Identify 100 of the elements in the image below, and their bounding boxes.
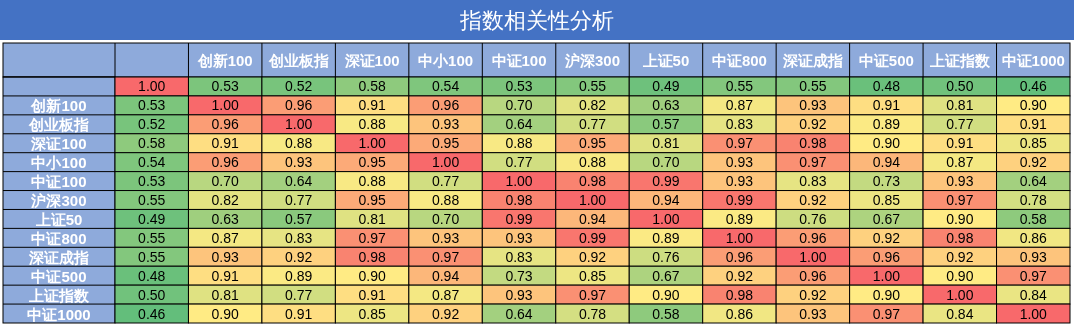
x-tick-label: 沪深300 xyxy=(563,52,621,69)
data-label: 0.90 xyxy=(872,135,901,152)
data-label: 0.77 xyxy=(505,154,533,171)
x-tick-label: 上证指数 xyxy=(928,52,991,69)
y-tick-label: 中证500 xyxy=(31,267,87,285)
data-label: 0.91 xyxy=(1019,116,1048,133)
data-label: 0.99 xyxy=(578,229,607,246)
data-label: 0.92 xyxy=(946,248,974,265)
data-label: 0.89 xyxy=(725,210,754,227)
data-label: 0.86 xyxy=(1019,229,1048,246)
data-label: 0.92 xyxy=(1019,154,1048,171)
data-label: 1.00 xyxy=(211,97,240,114)
y-tick-label: 创业板指 xyxy=(28,116,89,134)
data-label: 0.91 xyxy=(211,267,240,284)
data-label: 0.97 xyxy=(1019,267,1048,284)
data-label: 1.00 xyxy=(652,210,680,227)
data-label: 0.96 xyxy=(211,116,240,133)
data-label: 0.95 xyxy=(358,154,386,171)
data-label: 0.84 xyxy=(946,305,974,322)
data-label: 1.00 xyxy=(725,229,754,246)
x-tick-label: 深证成指 xyxy=(781,52,843,69)
data-label: 0.58 xyxy=(358,78,386,95)
data-label: 0.97 xyxy=(431,248,460,265)
x-tick-label: 创新100 xyxy=(196,52,253,69)
data-label: 0.82 xyxy=(578,97,607,114)
x-tick-label: 创业板指 xyxy=(267,52,329,69)
data-label: 0.93 xyxy=(946,173,974,190)
data-label: 0.98 xyxy=(725,286,754,303)
data-label: 0.83 xyxy=(505,248,533,265)
data-label: 0.90 xyxy=(872,286,901,303)
data-label: 0.99 xyxy=(505,210,533,227)
data-label: 0.64 xyxy=(505,305,533,322)
data-label: 0.76 xyxy=(652,248,680,265)
y-tick-label: 创新100 xyxy=(30,97,87,115)
y-tick-label: 中证100 xyxy=(31,173,87,191)
y-tick-label: 沪深300 xyxy=(30,192,87,209)
data-label: 0.73 xyxy=(872,173,901,190)
data-label: 0.92 xyxy=(431,305,460,322)
data-label: 0.52 xyxy=(285,78,313,95)
y-tick-label: 中证1000 xyxy=(27,305,91,323)
data-label: 0.53 xyxy=(138,173,166,190)
data-label: 1.00 xyxy=(946,286,974,303)
x-tick-label: 中证100 xyxy=(491,52,547,69)
y-tick-label: 上证指数 xyxy=(28,286,90,304)
data-label: 0.87 xyxy=(725,97,754,114)
data-label: 0.93 xyxy=(725,173,754,190)
y-tick-label: 深证成指 xyxy=(28,248,89,266)
data-label: 0.73 xyxy=(505,267,533,284)
data-label: 0.85 xyxy=(578,267,607,284)
x-tick-label: 中小100 xyxy=(418,52,474,69)
data-label: 0.89 xyxy=(652,229,680,246)
data-label: 0.48 xyxy=(138,267,166,284)
data-label: 0.81 xyxy=(652,135,680,152)
data-label: 0.82 xyxy=(211,192,240,208)
y-tick-label: 深证100 xyxy=(30,135,87,153)
data-label: 0.94 xyxy=(431,267,460,284)
data-label: 0.98 xyxy=(578,173,607,190)
data-label: 0.49 xyxy=(652,78,680,95)
data-label: 1.00 xyxy=(799,248,827,265)
data-label: 0.96 xyxy=(872,248,901,265)
data-label: 0.91 xyxy=(946,135,974,152)
data-label: 0.58 xyxy=(138,135,166,152)
data-label: 0.93 xyxy=(431,116,460,133)
data-label: 0.92 xyxy=(872,229,901,246)
data-label: 0.70 xyxy=(431,210,460,227)
data-label: 0.57 xyxy=(652,116,680,133)
data-label: 0.85 xyxy=(1019,135,1048,152)
data-label: 0.97 xyxy=(578,286,607,303)
data-label: 0.92 xyxy=(799,286,827,303)
y-tick-label: 中证800 xyxy=(31,229,87,247)
data-label: 0.64 xyxy=(505,116,533,133)
data-label: 0.97 xyxy=(358,229,386,246)
data-label: 0.93 xyxy=(431,229,460,246)
data-label: 0.89 xyxy=(285,267,313,284)
data-label: 0.70 xyxy=(652,154,680,171)
data-label: 0.83 xyxy=(725,116,754,133)
data-label: 0.87 xyxy=(946,154,974,171)
data-label: 0.85 xyxy=(358,305,386,322)
data-label: 0.77 xyxy=(431,173,460,190)
data-label: 0.91 xyxy=(358,97,386,114)
data-label: 0.55 xyxy=(138,248,166,265)
data-label: 0.46 xyxy=(138,305,166,322)
data-label: 0.98 xyxy=(946,229,974,246)
data-label: 1.00 xyxy=(578,192,607,208)
data-label: 0.76 xyxy=(799,210,827,227)
data-label: 1.00 xyxy=(285,116,313,133)
data-label: 0.81 xyxy=(946,97,974,114)
data-label: 0.88 xyxy=(285,135,313,152)
data-label: 1.00 xyxy=(358,135,386,152)
data-label: 0.86 xyxy=(725,305,754,322)
data-label: 0.64 xyxy=(1019,173,1048,190)
data-label: 0.55 xyxy=(799,78,827,95)
data-label: 0.57 xyxy=(285,210,313,227)
data-label: 0.92 xyxy=(725,267,754,284)
data-label: 0.90 xyxy=(358,267,386,284)
data-label: 0.49 xyxy=(138,210,166,227)
data-label: 0.54 xyxy=(431,78,460,95)
data-label: 0.96 xyxy=(285,97,313,114)
data-label: 0.96 xyxy=(725,248,754,265)
data-label: 0.98 xyxy=(358,248,386,265)
